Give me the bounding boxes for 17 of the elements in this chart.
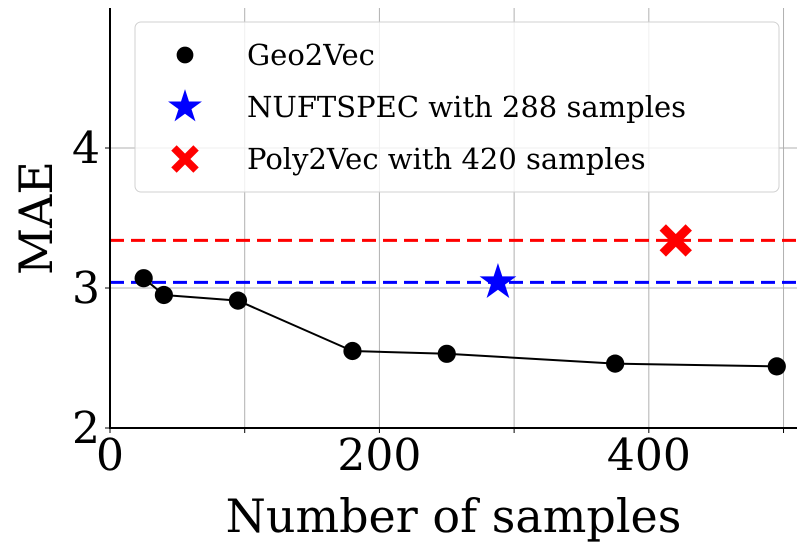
x-axis-title: Number of samples — [226, 489, 682, 542]
point — [228, 292, 248, 310]
y-tick-label: 4 — [72, 123, 100, 174]
legend-label: Geo2Vec — [247, 38, 375, 72]
x-tick-label: 400 — [606, 430, 691, 481]
y-axis-title: MAE — [9, 161, 63, 275]
point — [154, 286, 173, 304]
x-tick-label: 200 — [337, 430, 422, 481]
legend-label: NUFTSPEC with 288 samples — [247, 90, 686, 124]
point — [343, 342, 362, 360]
point — [134, 269, 153, 288]
point — [438, 344, 456, 363]
y-tick-label: 3 — [72, 263, 100, 314]
point — [606, 354, 624, 373]
point — [768, 357, 786, 376]
legend-label: Poly2Vec with 420 samples — [247, 142, 646, 176]
point — [658, 222, 694, 258]
